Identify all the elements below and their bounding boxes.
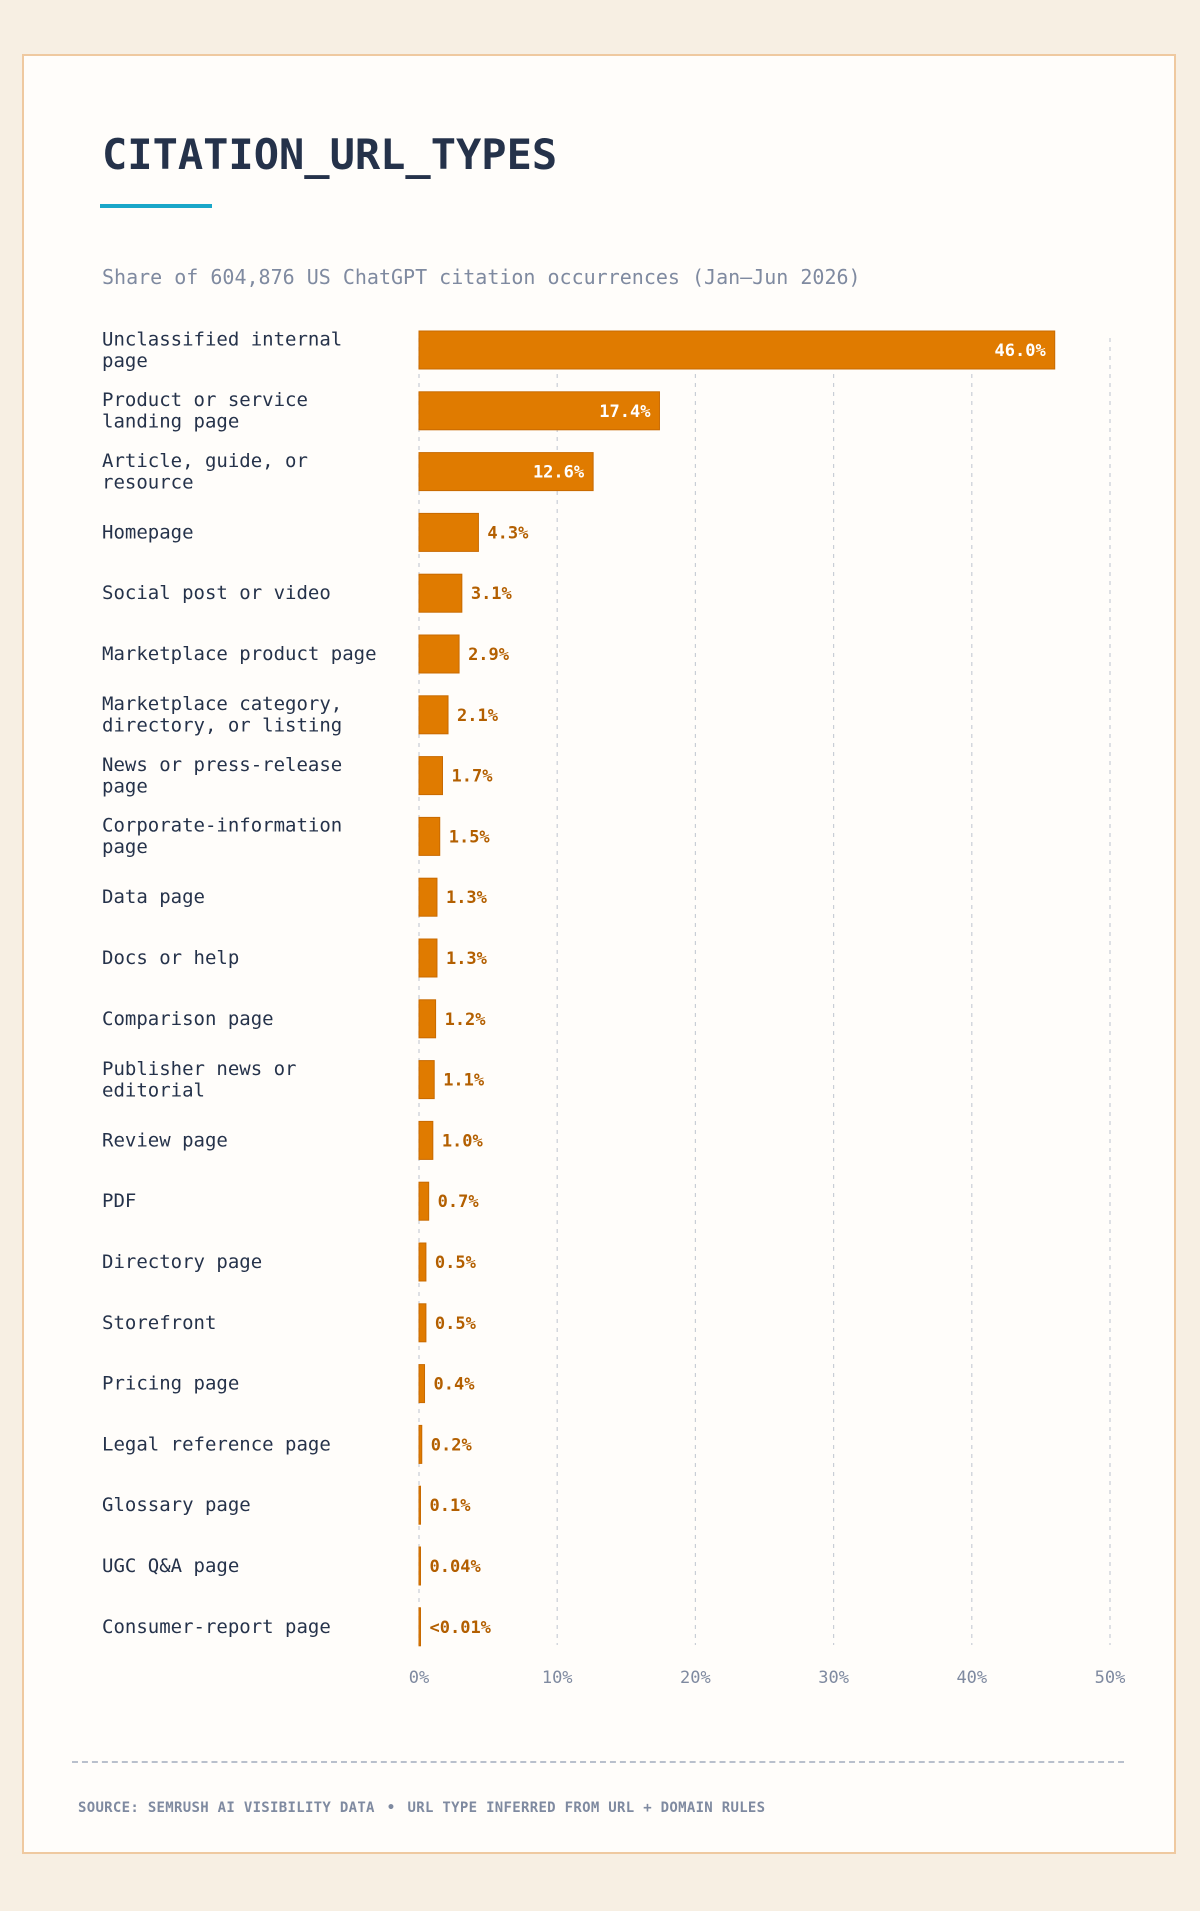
- value-label-1: 46.0%: [995, 341, 1047, 361]
- x-tick-label-40: 40%: [956, 1668, 987, 1688]
- bar-3: [418, 452, 594, 492]
- bar-15: [418, 1181, 430, 1221]
- value-label-20: 0.1%: [430, 1496, 472, 1516]
- footer-note: URL TYPE INFERRED FROM URL + DOMAIN RULE…: [407, 1800, 766, 1816]
- value-label-7: 2.1%: [457, 706, 499, 726]
- bar-5: [418, 573, 463, 613]
- bar-18: [418, 1364, 426, 1404]
- value-label-16: 0.5%: [435, 1253, 477, 1273]
- category-label-12: Comparison page: [102, 1008, 274, 1030]
- category-label-4: Homepage: [102, 521, 194, 543]
- x-tick-label-30: 30%: [818, 1668, 849, 1688]
- category-label-20: Glossary page: [102, 1494, 251, 1516]
- value-label-22: <0.01%: [430, 1618, 492, 1638]
- value-label-19: 0.2%: [431, 1435, 473, 1455]
- value-label-10: 1.3%: [446, 888, 488, 908]
- category-label-19: Legal reference page: [102, 1433, 331, 1455]
- footer-source: SOURCE: SEMRUSH AI VISIBILITY DATA: [78, 1800, 375, 1816]
- bar-12: [418, 999, 437, 1039]
- chart-subtitle: Share of 604,876 US ChatGPT citation occ…: [102, 265, 861, 289]
- value-label-18: 0.4%: [434, 1375, 476, 1395]
- category-label-18: Pricing page: [102, 1373, 239, 1395]
- bar-4: [418, 512, 479, 552]
- bar-1: [418, 330, 1056, 370]
- value-label-8: 1.7%: [451, 767, 493, 787]
- x-tick-label-20: 20%: [680, 1668, 711, 1688]
- bar-16: [418, 1242, 427, 1282]
- category-label-13: Publisher news or editorial: [102, 1058, 296, 1102]
- category-label-14: Review page: [102, 1129, 228, 1151]
- bar-10: [418, 877, 438, 917]
- value-label-2: 17.4%: [599, 402, 651, 422]
- value-label-4: 4.3%: [487, 523, 529, 543]
- footer-source-note: SOURCE: SEMRUSH AI VISIBILITY DATA • URL T…: [78, 1800, 765, 1816]
- category-label-8: News or press-release page: [102, 754, 342, 798]
- category-label-1: Unclassified internal page: [102, 328, 342, 372]
- bar-2: [418, 391, 660, 431]
- bar-19: [418, 1424, 423, 1464]
- category-label-17: Storefront: [102, 1312, 216, 1334]
- x-tick-label-0: 0%: [409, 1668, 429, 1688]
- footer-divider: [72, 1761, 1124, 1763]
- x-tick-label-50: 50%: [1095, 1668, 1126, 1688]
- value-label-9: 1.5%: [449, 827, 491, 847]
- category-label-16: Directory page: [102, 1251, 262, 1273]
- category-label-10: Data page: [102, 886, 205, 908]
- category-label-21: UGC Q&A page: [102, 1555, 239, 1577]
- category-label-9: Corporate-information page: [102, 815, 342, 859]
- x-tick-label-10: 10%: [542, 1668, 573, 1688]
- category-label-3: Article, guide, or resource: [102, 450, 308, 494]
- value-label-15: 0.7%: [438, 1192, 480, 1212]
- bar-8: [418, 756, 443, 796]
- value-label-14: 1.0%: [442, 1131, 484, 1151]
- bar-21: [418, 1546, 421, 1586]
- value-label-21: 0.04%: [430, 1557, 482, 1577]
- category-label-11: Docs or help: [102, 947, 239, 969]
- bar-11: [418, 938, 438, 978]
- footer-separator: •: [386, 1800, 396, 1816]
- bar-9: [418, 816, 441, 856]
- chart-title: CITATION_URL_TYPES: [102, 130, 558, 179]
- category-label-15: PDF: [102, 1190, 136, 1212]
- bar-13: [418, 1060, 435, 1100]
- bar-20: [418, 1485, 421, 1525]
- category-label-2: Product or service landing page: [102, 389, 308, 433]
- value-label-5: 3.1%: [471, 584, 513, 604]
- bar-17: [418, 1303, 427, 1343]
- value-label-13: 1.1%: [443, 1071, 485, 1091]
- value-label-6: 2.9%: [468, 645, 510, 665]
- value-label-17: 0.5%: [435, 1314, 477, 1334]
- value-label-3: 12.6%: [533, 463, 585, 483]
- bar-7: [418, 695, 449, 735]
- bar-6: [418, 634, 460, 674]
- title-underline-accent: [100, 204, 212, 208]
- bar-14: [418, 1120, 434, 1160]
- value-label-11: 1.3%: [446, 949, 488, 969]
- category-label-5: Social post or video: [102, 582, 331, 604]
- value-label-12: 1.2%: [445, 1010, 487, 1030]
- category-label-7: Marketplace category, directory, or listi…: [102, 693, 342, 737]
- category-label-22: Consumer-report page: [102, 1616, 331, 1638]
- category-label-6: Marketplace product page: [102, 643, 377, 665]
- bar-22: [418, 1607, 421, 1647]
